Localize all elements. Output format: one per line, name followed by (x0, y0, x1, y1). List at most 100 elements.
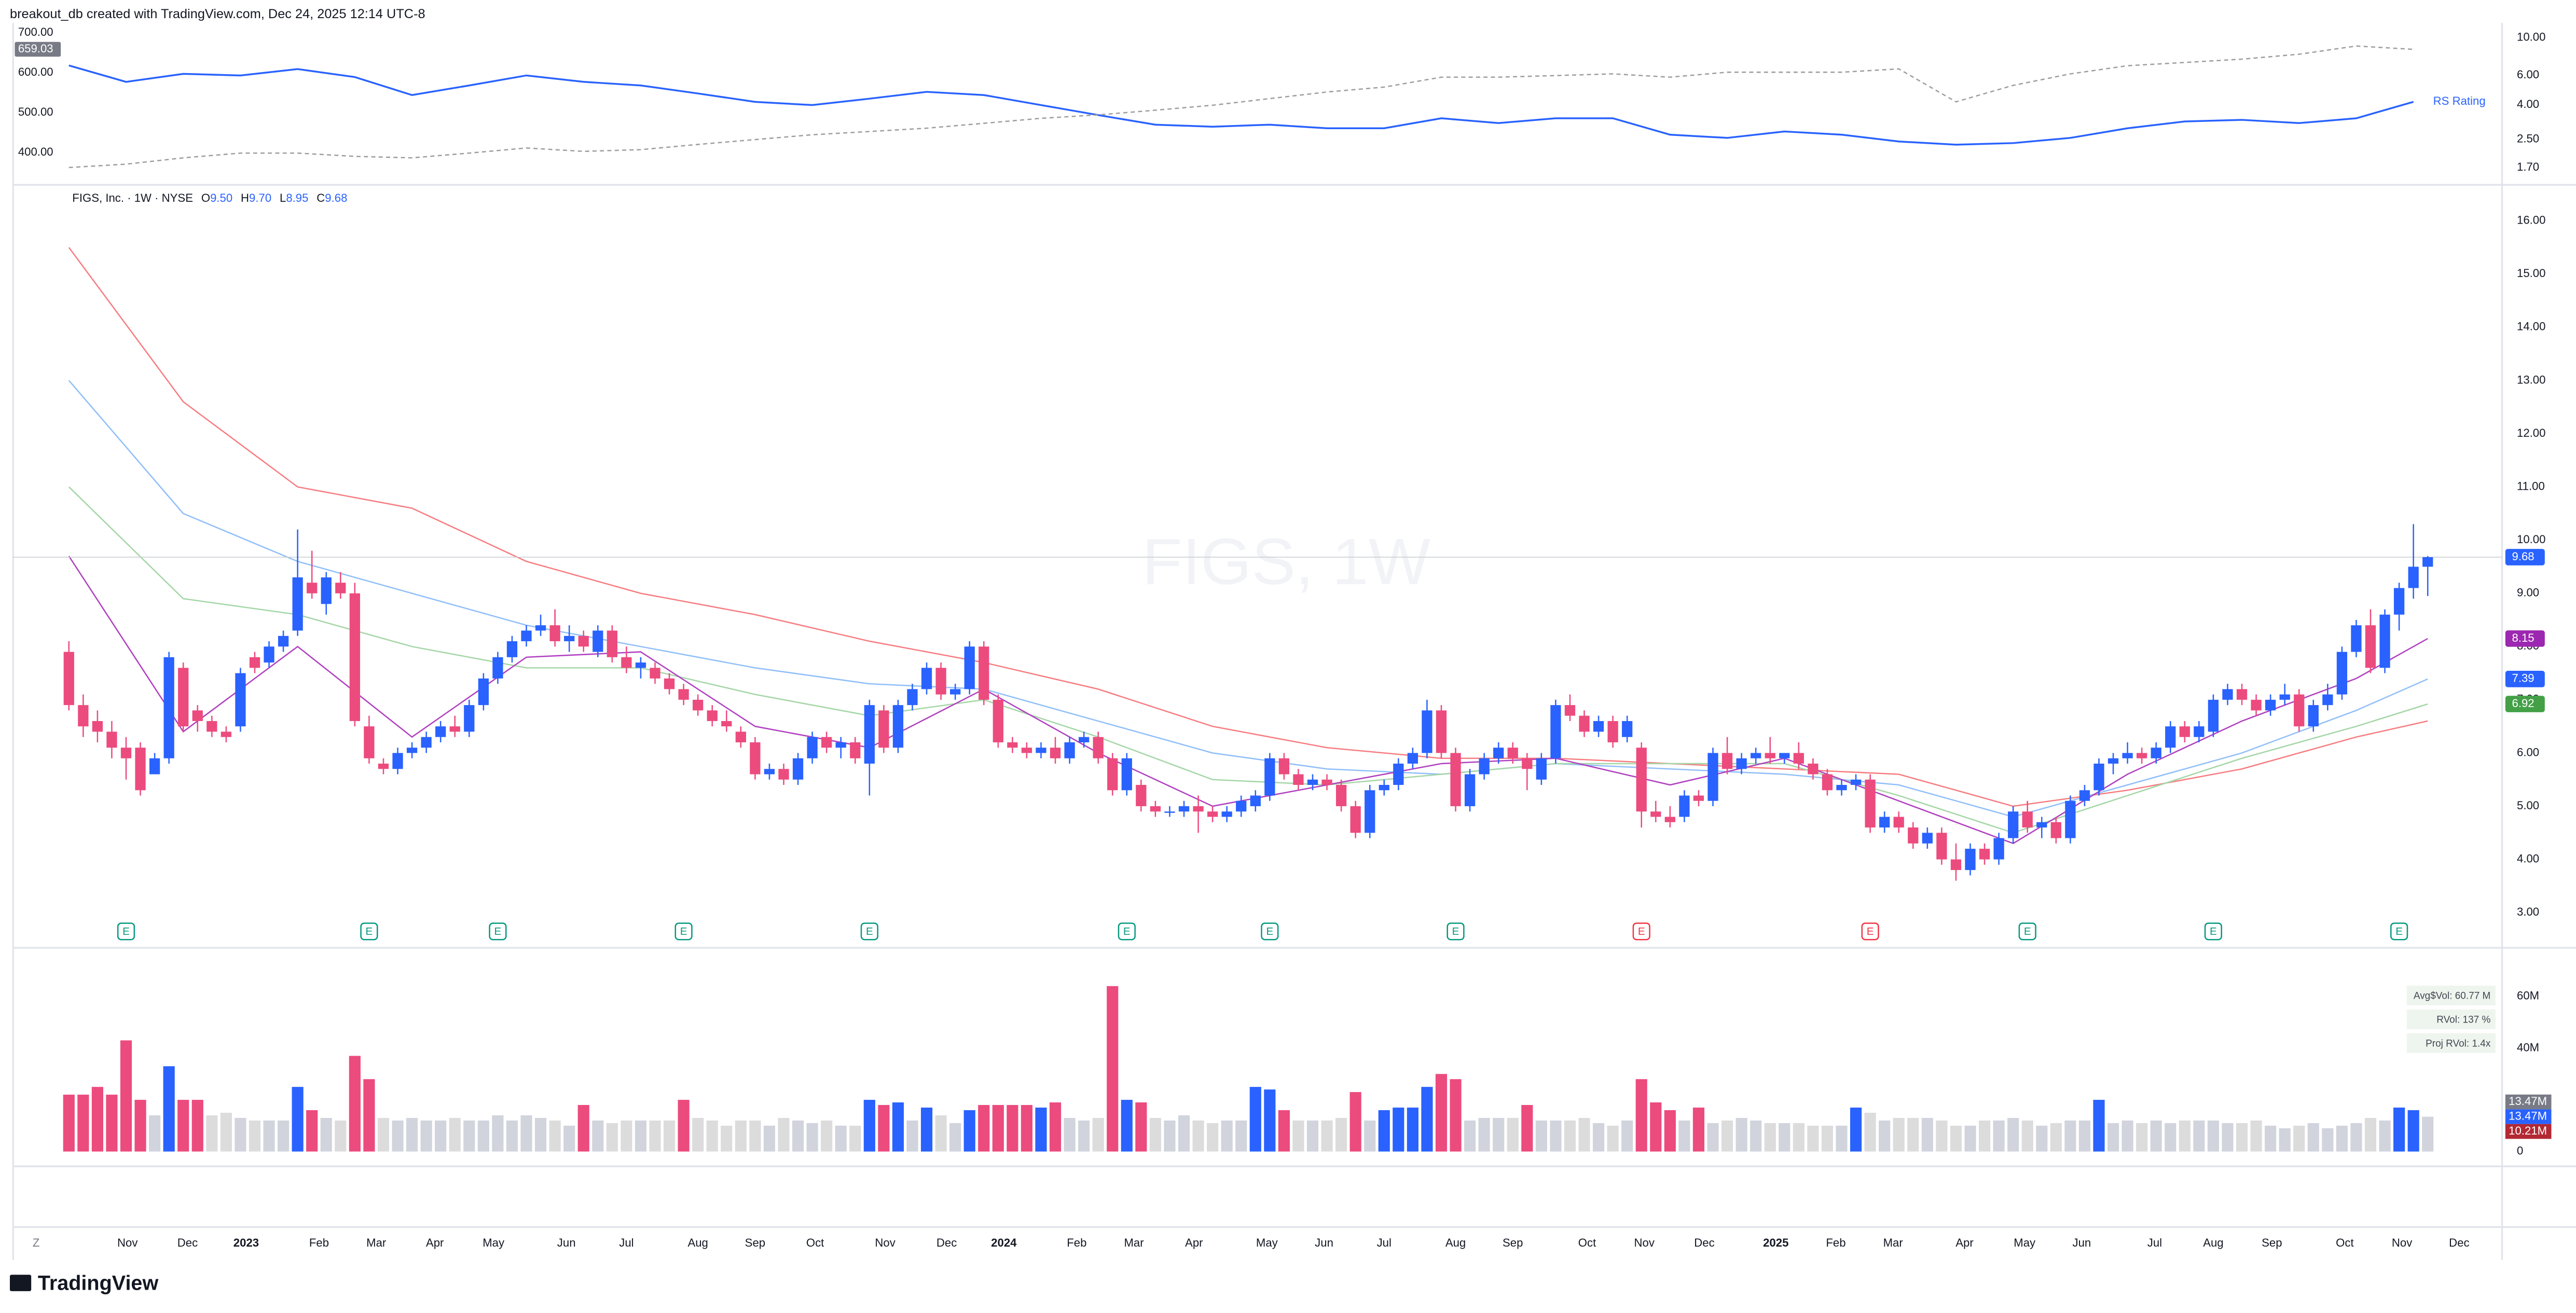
candle-body (278, 635, 289, 647)
x-tick-label: Oct (2336, 1236, 2353, 1249)
y-tick-label: 4.00 (2517, 98, 2539, 110)
info-text: Avg$Vol: 60.77 M (2414, 991, 2490, 1002)
x-tick-label: Mar (366, 1236, 387, 1249)
earnings-marker (1861, 922, 1879, 941)
volume-bar (2336, 1125, 2348, 1152)
candle-body (821, 737, 832, 748)
volume-bar (1850, 1108, 1862, 1152)
volume-bar (2064, 1120, 2076, 1152)
candle-body (1164, 811, 1175, 813)
earnings-marker (1118, 922, 1136, 941)
volume-bar (835, 1125, 847, 1152)
volume-bar (906, 1120, 918, 1152)
volume-bar (2293, 1125, 2305, 1152)
volume-bar (1650, 1102, 1662, 1152)
volume-bar (1936, 1120, 1948, 1152)
earnings-label: E (494, 925, 502, 937)
volume-bar (863, 1100, 875, 1152)
candle-body (1450, 753, 1461, 807)
candle-body (2065, 800, 2076, 838)
x-tick-label: May (2014, 1236, 2036, 1249)
x-tick-label: Jun (2073, 1236, 2091, 1249)
volume-bar (663, 1120, 676, 1152)
y-tick-label: 600.00 (18, 65, 53, 78)
volume-bar (235, 1117, 246, 1152)
candle-body (1121, 758, 1132, 791)
volume-bar (1678, 1120, 1690, 1152)
ohlc-value: 9.68 (325, 191, 347, 204)
earnings-marker (1447, 922, 1465, 941)
candle-body (864, 705, 875, 764)
volume-bar (635, 1120, 647, 1152)
volume-bar (1621, 1120, 1633, 1152)
volume-bar (1493, 1117, 1505, 1152)
candle-body (1464, 774, 1476, 807)
scale-button[interactable]: Z (33, 1236, 40, 1249)
earnings-label: E (866, 925, 873, 937)
candle-body (1178, 806, 1190, 812)
volume-bar (1349, 1092, 1361, 1152)
volume-bar (1292, 1120, 1304, 1152)
candle-body (1965, 849, 1976, 870)
volume-bar (477, 1120, 489, 1152)
volume-label: 10.21M (2509, 1124, 2547, 1137)
candle-body (1093, 737, 1104, 758)
volume-bar (1821, 1125, 1834, 1152)
volume-bar (1221, 1120, 1233, 1152)
volume-bar (2150, 1120, 2162, 1152)
candle-body (792, 758, 804, 780)
candle-body (1922, 833, 1933, 844)
candle-body (1221, 811, 1232, 817)
volume-bar (1578, 1117, 1590, 1152)
volume-bar (1721, 1120, 1733, 1152)
volume-bar (592, 1120, 604, 1152)
volume-bar (435, 1120, 447, 1152)
volume-bar (577, 1105, 589, 1152)
volume-bar (849, 1125, 861, 1152)
candle-body (1365, 790, 1375, 833)
volume-bar (163, 1066, 175, 1152)
earnings-label: E (1452, 925, 1459, 937)
volume-bar (2093, 1100, 2105, 1152)
x-tick-label: Dec (1694, 1236, 1714, 1249)
volume-bar (606, 1123, 618, 1152)
candle-body (2122, 753, 2133, 758)
earnings-label: E (1123, 925, 1131, 937)
volume-bar (463, 1120, 475, 1152)
volume-bar (191, 1100, 203, 1152)
candle-body (1307, 779, 1318, 785)
candle-body (2336, 652, 2348, 695)
candle-body (607, 630, 617, 657)
y-tick-label: 40M (2517, 1041, 2539, 1054)
ohlc-value: 8.95 (286, 191, 308, 204)
volume-bar (2078, 1120, 2091, 1152)
volume-bar (2036, 1125, 2048, 1152)
volume-bar (806, 1123, 818, 1152)
candle-body (650, 668, 660, 679)
candle-body (535, 625, 546, 631)
y-tick-label: 500.00 (18, 105, 53, 118)
volume-bar (1178, 1115, 1190, 1152)
volume-bar (349, 1056, 361, 1152)
candle-body (1493, 748, 1504, 758)
earnings-label: E (122, 925, 130, 937)
candle-body (2022, 811, 2033, 828)
x-tick-label: Apr (1955, 1236, 1974, 1249)
price-label-box (2505, 671, 2545, 687)
y-tick-label: 700.00 (18, 25, 53, 38)
volume-bar (2136, 1123, 2148, 1152)
x-tick-label: Mar (1883, 1236, 1904, 1249)
volume-bar (2307, 1123, 2319, 1152)
value-label-box (15, 42, 61, 57)
info-text: RVol: 137 % (2436, 1014, 2490, 1025)
candle-body (735, 731, 746, 742)
volume-bar (563, 1125, 575, 1152)
info-box (2406, 1009, 2496, 1029)
earnings-label: E (2024, 925, 2031, 937)
candle-body (1507, 748, 1518, 758)
candle-body (135, 748, 146, 791)
candle-body (506, 641, 518, 657)
y-tick-label: 9.00 (2517, 586, 2539, 599)
candle-body (406, 748, 418, 753)
